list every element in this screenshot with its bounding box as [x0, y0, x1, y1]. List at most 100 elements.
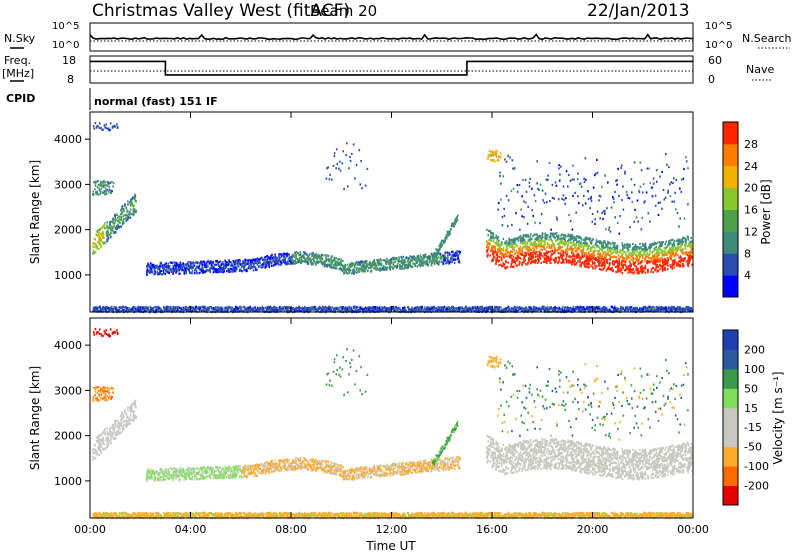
power-cell [643, 310, 645, 313]
power-cell [269, 305, 272, 308]
power-cell [356, 306, 359, 309]
power-cell [288, 262, 290, 265]
power-cell [554, 306, 556, 309]
power-cell [106, 227, 109, 230]
power-cell [561, 246, 564, 249]
power-cell [106, 235, 108, 238]
power-cell [179, 261, 182, 264]
power-cell [287, 309, 290, 312]
power-cell [454, 307, 456, 310]
power-cell [602, 263, 604, 266]
power-cell [451, 308, 454, 312]
power-cell [364, 309, 366, 312]
power-cell [320, 310, 322, 313]
power-cell [184, 308, 187, 311]
power-cell [446, 251, 449, 254]
power-cell [350, 306, 353, 309]
power-cell [331, 306, 334, 309]
power-cell [97, 307, 99, 310]
power-cell [149, 269, 151, 272]
power-cell [578, 242, 580, 245]
power-cell [534, 306, 536, 309]
power-cell [414, 262, 416, 265]
power-cell [573, 263, 576, 266]
power-cell [239, 310, 241, 313]
power-cell [150, 268, 153, 271]
power-cell [561, 307, 563, 310]
power-cell [300, 310, 303, 313]
power-cell [254, 261, 257, 265]
power-cell [126, 209, 129, 212]
power-cell [113, 306, 116, 309]
power-cell [122, 214, 125, 218]
power-cell [440, 260, 443, 263]
power-cell [126, 215, 129, 218]
power-cell [452, 305, 454, 309]
power-cell [496, 238, 499, 241]
power-cell [124, 306, 126, 309]
power-cell [311, 254, 313, 258]
power-cell [132, 205, 135, 208]
power-cell [202, 308, 204, 311]
power-cell [368, 306, 370, 309]
power-cell [212, 266, 215, 269]
power-cell [615, 309, 618, 313]
power-cell [566, 250, 568, 253]
power-cell [202, 271, 204, 274]
power-cell [92, 249, 94, 252]
power-cell [422, 261, 425, 265]
power-cell [108, 308, 111, 311]
power-cell [320, 307, 323, 310]
power-cell [99, 238, 101, 241]
power-cell [307, 308, 309, 311]
power-cell [339, 267, 341, 271]
power-cell [497, 241, 500, 245]
power-cell [557, 234, 560, 237]
power-cell [108, 182, 111, 185]
power-cell [505, 240, 508, 243]
power-cell [368, 307, 370, 310]
power-cell [345, 307, 347, 310]
power-cell [94, 307, 96, 310]
power-cell [552, 308, 555, 311]
power-cell [350, 265, 352, 268]
power-cell [565, 248, 567, 251]
power-cell [532, 261, 535, 264]
power-cell [445, 256, 448, 259]
power-cell [103, 242, 105, 245]
power-cell [170, 309, 173, 312]
power-cell [509, 308, 511, 312]
power-cell [166, 270, 168, 273]
power-cell [94, 250, 97, 253]
power-cell [107, 231, 110, 234]
power-cell [103, 124, 106, 127]
power-cell [235, 307, 238, 311]
power-cell [677, 309, 680, 312]
power-cell [147, 264, 149, 267]
power-cell [324, 309, 326, 312]
power-cell [514, 260, 516, 263]
power-cell [568, 309, 570, 312]
power-cell [278, 253, 280, 256]
power-cell [544, 248, 546, 251]
power-cell [96, 190, 98, 193]
power-cell [200, 262, 202, 265]
power-cell [131, 201, 133, 204]
power-cell [416, 306, 419, 309]
power-cell [457, 308, 459, 311]
power-cell [92, 309, 94, 312]
power-cell [474, 307, 477, 310]
power-cell [590, 310, 593, 313]
power-cell [342, 259, 344, 263]
power-cell [599, 264, 601, 267]
power-cell [353, 269, 356, 272]
power-cell [444, 308, 447, 311]
power-cell [237, 308, 239, 311]
power-cell [581, 308, 584, 311]
power-cell [519, 306, 521, 309]
power-cell [100, 239, 102, 242]
power-cell [603, 261, 606, 264]
power-cell [365, 307, 368, 310]
power-cell [429, 308, 432, 311]
power-cell [560, 308, 562, 311]
